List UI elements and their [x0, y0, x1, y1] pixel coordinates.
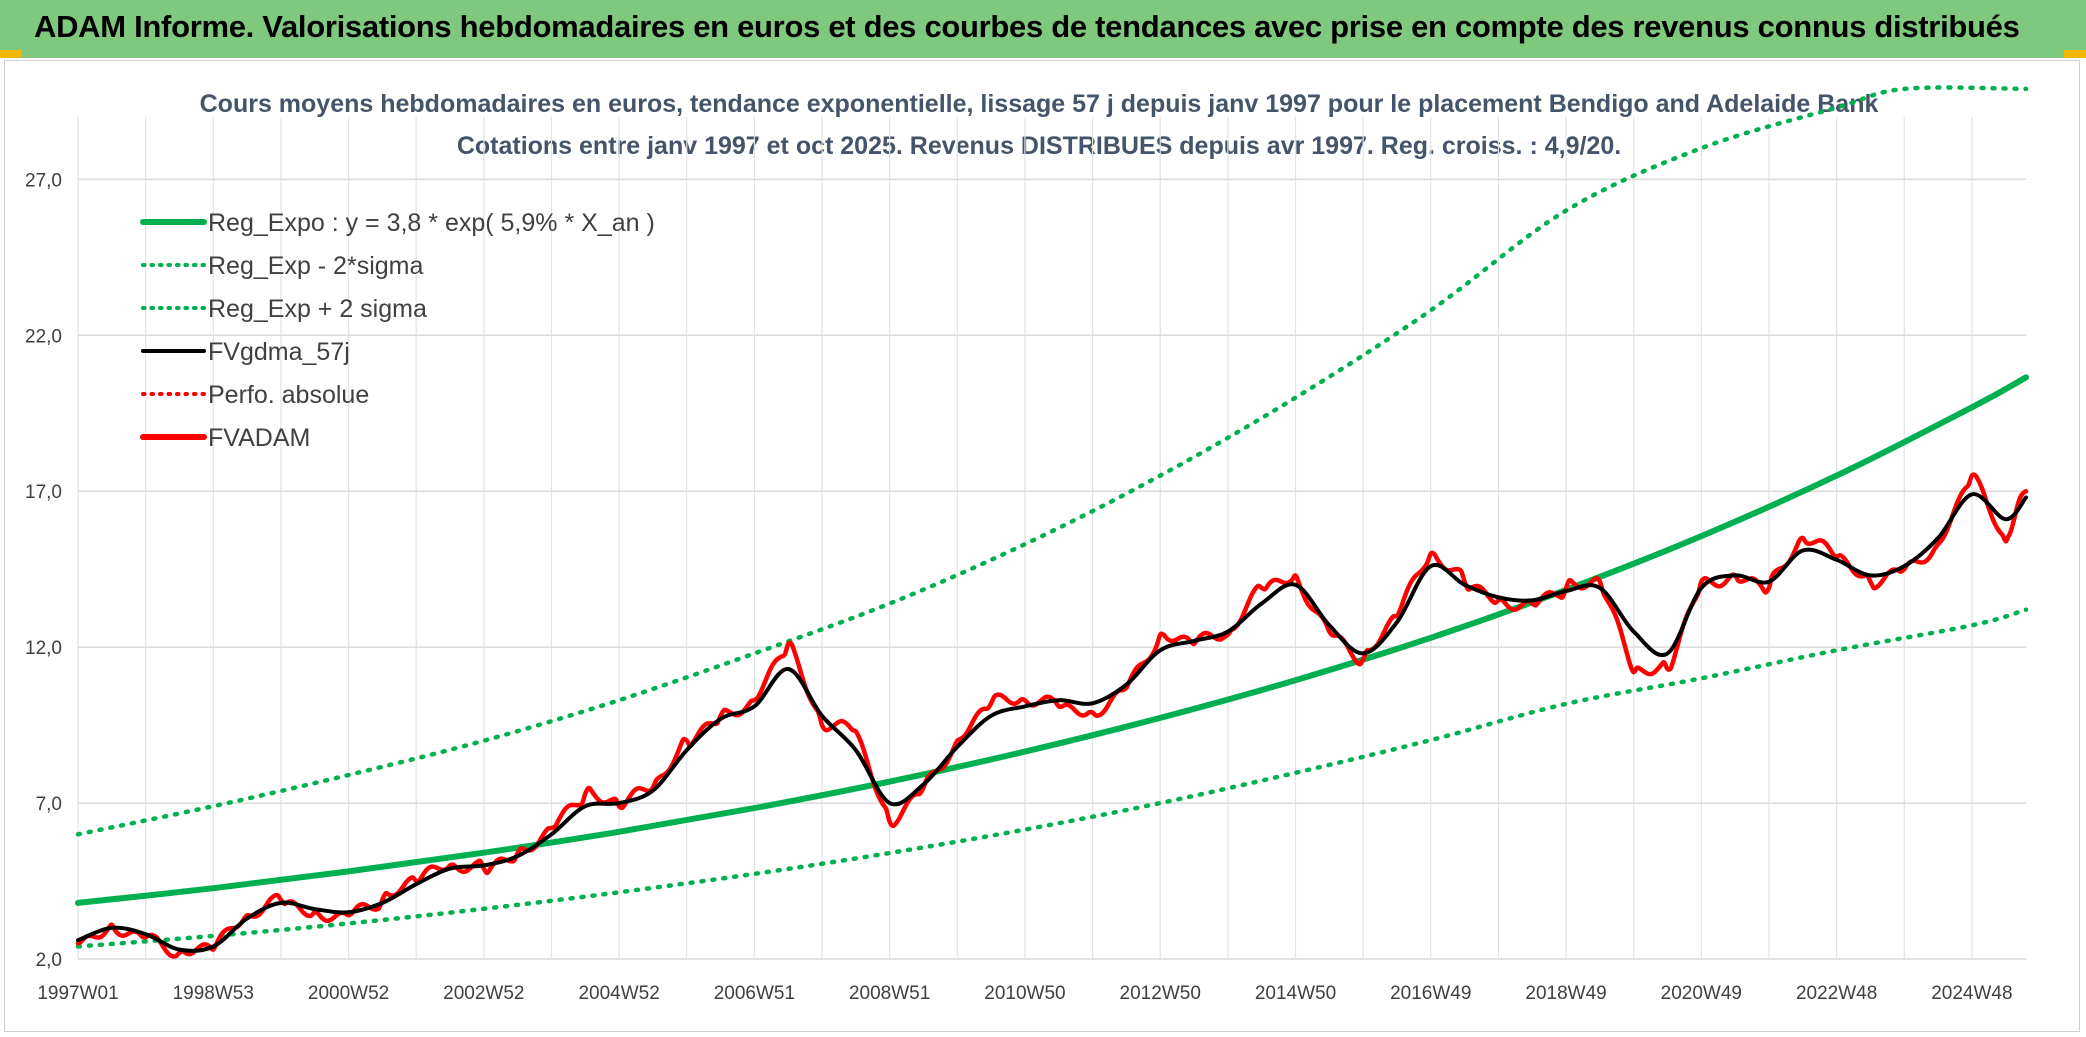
series-line-reg-exp-2-sigma: [75, 85, 2029, 837]
legend: Reg_Expo : y = 3,8 * exp( 5,9% * X_an ) R…: [140, 209, 655, 452]
report-title: ADAM Informe. Valorisations hebdomadaire…: [34, 9, 2020, 44]
y-tick-label: 7,0: [36, 794, 62, 815]
y-tick-label: 17,0: [25, 482, 62, 503]
series-line-reg-expo: [75, 374, 2029, 906]
chart-title: Cours moyens hebdomadaires en euros, ten…: [200, 90, 1879, 118]
x-tick-label: 2012W50: [1120, 983, 1201, 1004]
x-tick-label: 2002W52: [443, 983, 524, 1004]
legend-label: FVADAM: [208, 424, 310, 452]
y-tick-label: 22,0: [25, 326, 62, 347]
legend-label: Perfo. absolue: [208, 381, 369, 409]
x-tick-label: 1997W01: [37, 983, 118, 1004]
y-tick-label: 12,0: [25, 638, 62, 659]
x-tick-label: 2024W48: [1931, 983, 2012, 1004]
series-line-reg-exp-2-sigma: [75, 607, 2029, 949]
legend-label: Reg_Expo : y = 3,8 * exp( 5,9% * X_an ): [208, 209, 655, 237]
grid: [77, 117, 2026, 960]
legend-label: Reg_Exp - 2*sigma: [208, 252, 423, 280]
y-tick-label: 2,0: [36, 950, 62, 971]
report-banner: ADAM Informe. Valorisations hebdomadaire…: [0, 0, 2086, 58]
x-tick-label: 2020W49: [1661, 983, 1742, 1004]
x-tick-label: 2014W50: [1255, 983, 1336, 1004]
x-axis-ticks: 1997W01 1998W53 2000W52 2002W52 2004W52 2006W…: [37, 983, 2012, 1004]
series-line-fvgdma-57j: [76, 492, 2028, 953]
y-axis-ticks: 2,0 7,0 12,0 17,0 22,0 27,0: [25, 170, 62, 971]
legend-label: Reg_Exp + 2 sigma: [208, 295, 427, 323]
x-tick-label: 2022W48: [1796, 983, 1877, 1004]
x-tick-label: 2006W51: [714, 983, 795, 1004]
y-tick-label: 27,0: [25, 170, 62, 191]
x-tick-label: 2010W50: [984, 983, 1065, 1004]
series-group: [75, 85, 2029, 959]
x-tick-label: 2004W52: [578, 983, 659, 1004]
x-tick-label: 2016W49: [1390, 983, 1471, 1004]
x-tick-label: 2018W49: [1525, 983, 1606, 1004]
x-tick-label: 2000W52: [308, 983, 389, 1004]
chart-frame: [4, 60, 2080, 1032]
series-line-fvadam: [75, 472, 2029, 959]
chart-subtitle: Cotations entre janv 1997 et oct 2025. R…: [457, 132, 1621, 160]
banner-corner-left: [0, 50, 22, 58]
x-tick-label: 2008W51: [849, 983, 930, 1004]
legend-label: FVgdma_57j: [208, 338, 350, 366]
banner-corner-right: [2064, 50, 2086, 58]
x-tick-label: 1998W53: [173, 983, 254, 1004]
